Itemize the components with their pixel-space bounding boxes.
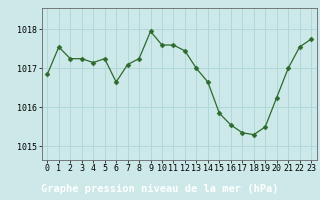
- Text: Graphe pression niveau de la mer (hPa): Graphe pression niveau de la mer (hPa): [41, 184, 279, 194]
